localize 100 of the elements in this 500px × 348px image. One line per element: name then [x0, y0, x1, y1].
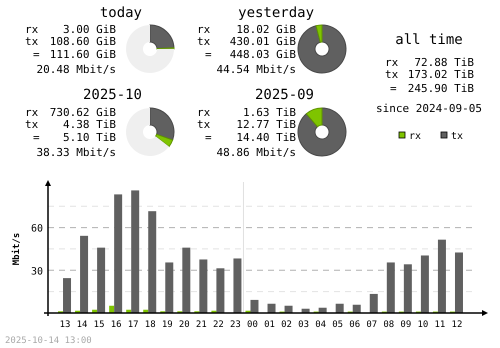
bar — [336, 304, 344, 313]
bar — [438, 240, 446, 313]
bar — [302, 308, 310, 313]
x-tick-label: 15 — [94, 320, 105, 330]
text: tx — [25, 35, 39, 48]
text: rx — [385, 56, 399, 69]
donut-slice — [298, 108, 346, 156]
x-tick-label: 11 — [434, 320, 446, 330]
text: 111.60 GiB — [50, 48, 116, 61]
text: 430.01 GiB — [230, 35, 296, 48]
text: 108.60 GiB — [50, 35, 116, 48]
x-tick-label: 21 — [196, 320, 207, 330]
text: 38.33 Mbit/s — [36, 146, 116, 159]
bar — [370, 294, 378, 313]
x-tick-label: 08 — [383, 320, 394, 330]
text: = — [33, 131, 40, 144]
bar — [404, 264, 412, 313]
text: 44.54 Mbit/s — [216, 63, 296, 76]
donut-slice — [306, 108, 322, 128]
text: 5.10 TiB — [63, 131, 116, 144]
bar — [352, 304, 361, 313]
text: rx — [197, 106, 211, 119]
chart-title: yesterday — [238, 5, 314, 21]
x-tick-label: 01 — [264, 320, 275, 330]
x-tick-label: 13 — [60, 320, 70, 330]
text: 48.86 Mbit/s — [216, 146, 296, 159]
bar — [268, 304, 276, 313]
text: 14.40 TiB — [236, 131, 296, 144]
x-tick-label: 20 — [178, 320, 190, 330]
text: all time — [395, 32, 463, 48]
bar — [199, 259, 208, 313]
bar — [233, 258, 242, 313]
legend-label: rx — [409, 131, 422, 142]
text: tx — [385, 68, 399, 81]
donut-slice — [150, 108, 174, 140]
y-tick-label: 30 — [30, 266, 43, 278]
x-tick-label: 03 — [298, 320, 310, 330]
x-tick-label: 09 — [400, 320, 412, 330]
bar — [143, 310, 148, 313]
donut-slice — [298, 24, 346, 74]
text: 173.02 TiB — [408, 68, 474, 81]
x-tick-label: 06 — [349, 320, 360, 330]
text: 245.90 TiB — [408, 82, 474, 95]
donut-slice — [126, 108, 170, 156]
x-tick-label: 18 — [144, 320, 156, 330]
bar — [109, 306, 114, 313]
chart-title: 2025-10 — [82, 87, 142, 103]
text: rx — [25, 106, 39, 119]
bar — [284, 306, 293, 313]
x-tick-label: 12 — [452, 320, 462, 330]
legend-label: tx — [451, 131, 464, 142]
x-tick-label: 19 — [162, 320, 173, 330]
donut-slice — [126, 25, 174, 73]
bar — [126, 310, 132, 313]
chart-title: today — [100, 5, 142, 21]
text: 2025-10-14 13:00 — [5, 336, 92, 346]
text: 12.77 TiB — [236, 118, 296, 131]
text: since 2024-09-05 — [376, 102, 482, 115]
x-tick-label: 23 — [230, 320, 241, 330]
x-tick-label: 14 — [76, 320, 88, 330]
bar — [148, 211, 156, 313]
text: 20.48 Mbit/s — [36, 63, 116, 76]
text: = — [205, 48, 212, 61]
text: 1.63 TiB — [243, 106, 296, 119]
text: = — [33, 48, 40, 61]
bar — [114, 194, 122, 313]
chart-title: 2025-09 — [254, 87, 314, 103]
bar — [97, 248, 106, 313]
y-tick-label: 60 — [30, 224, 43, 235]
y-axis-title: Mbit/s — [11, 232, 22, 266]
bar — [63, 278, 72, 313]
x-tick-label: 02 — [281, 320, 292, 330]
text: 3.00 GiB — [63, 23, 116, 36]
text: rx — [25, 23, 39, 36]
bar — [131, 190, 140, 313]
x-tick-label: 17 — [128, 320, 139, 330]
donut-slice — [150, 24, 174, 50]
text: 4.38 TiB — [63, 118, 116, 131]
x-tick-label: 22 — [212, 320, 224, 330]
text: rx — [197, 23, 211, 36]
bar — [80, 236, 88, 313]
bar — [420, 255, 429, 313]
bar — [250, 300, 258, 313]
x-tick-label: 05 — [332, 320, 344, 330]
bar — [216, 268, 224, 313]
text: 18.02 GiB — [236, 23, 296, 36]
text: 448.03 GiB — [230, 48, 296, 61]
bar — [165, 262, 174, 313]
text: tx — [197, 118, 211, 131]
x-tick-label: 04 — [315, 320, 326, 330]
bar — [182, 248, 190, 313]
donut-slice — [316, 24, 322, 43]
x-tick-label: 00 — [247, 320, 258, 330]
bar — [386, 262, 395, 313]
bar — [454, 252, 463, 313]
text: = — [205, 131, 212, 144]
x-tick-label: 10 — [417, 320, 428, 330]
x-tick-label: 07 — [366, 320, 378, 330]
text: = — [390, 82, 397, 95]
x-tick-label: 16 — [110, 320, 122, 330]
